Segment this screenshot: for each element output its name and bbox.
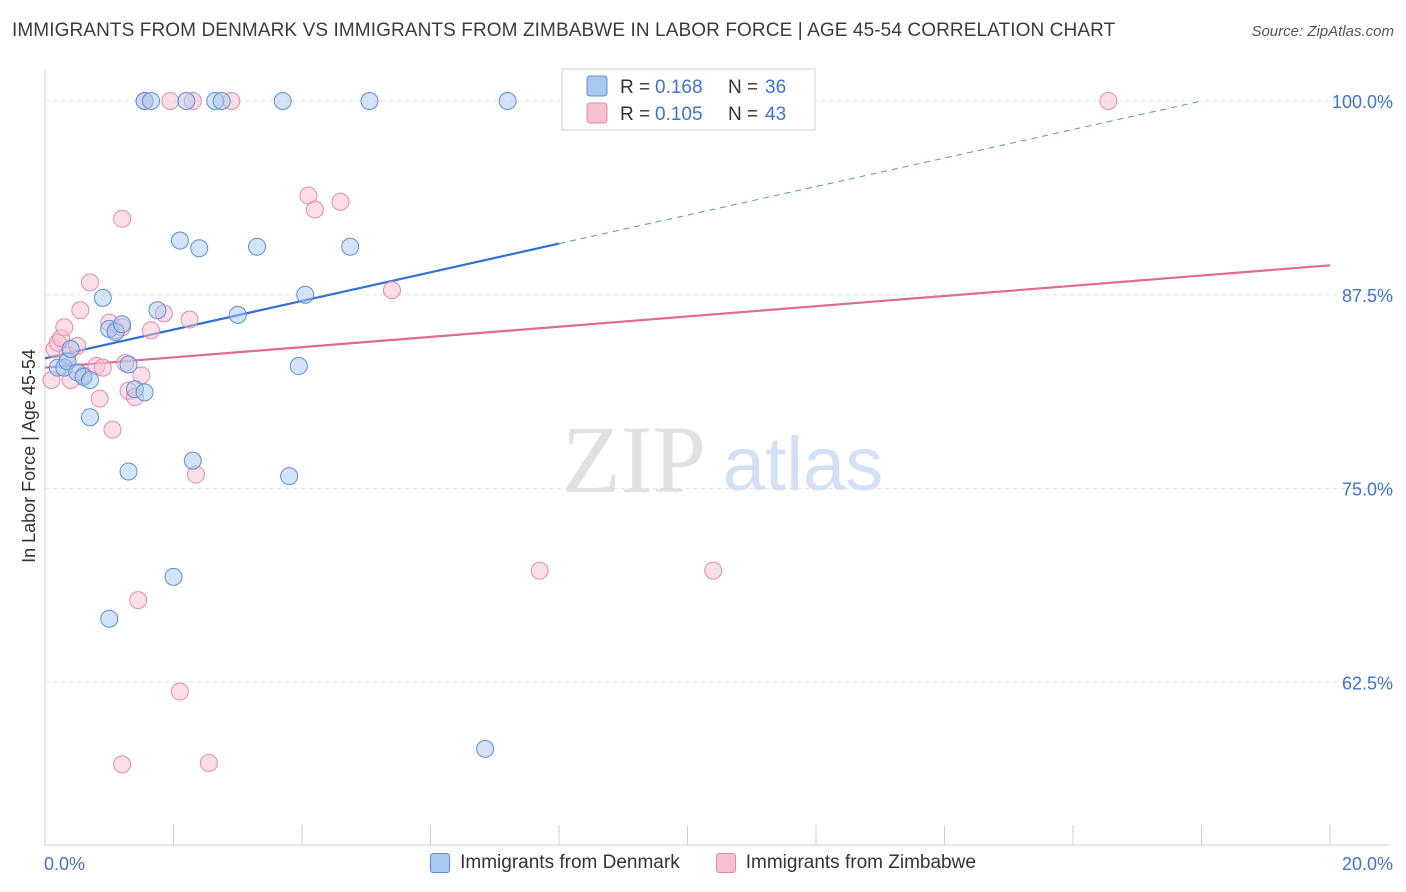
legend-r-label-denmark: R = <box>620 77 650 98</box>
legend-label-zimbabwe: Immigrants from Zimbabwe <box>745 852 976 873</box>
point-zimbabwe-10 <box>80 273 99 292</box>
legend-item-zimbabwe[interactable]: Immigrants from Zimbabwe <box>715 852 976 874</box>
point-denmark-25 <box>296 285 315 304</box>
series-legend: Immigrants from Denmark Immigrants from … <box>0 852 1406 874</box>
point-denmark-15 <box>135 383 154 402</box>
legend-swatch-zimbabwe <box>586 102 608 124</box>
legend-n-value-denmark: 36 <box>765 77 786 98</box>
point-denmark-16 <box>148 301 167 320</box>
y-tick-label-2: 87.5% <box>1342 286 1393 306</box>
legend-swatch-zimbabwe-bottom <box>715 853 736 873</box>
point-zimbabwe-13 <box>93 358 112 377</box>
y-tick-label-1: 75.0% <box>1342 480 1393 500</box>
point-denmark-34 <box>273 92 292 110</box>
point-denmark-33 <box>212 92 231 110</box>
legend-swatch-denmark-bottom <box>430 853 451 873</box>
x-tick-label-min: 0.0% <box>44 854 85 874</box>
y-axis-label: In Labor Force | Age 45-54 <box>19 349 39 563</box>
point-zimbabwe-36 <box>704 561 723 580</box>
trendline-zimbabwe <box>44 264 1331 369</box>
point-denmark-20 <box>190 239 209 258</box>
point-denmark-24 <box>289 357 308 376</box>
point-denmark-11 <box>113 315 132 334</box>
watermark-atlas: atlas <box>723 422 884 507</box>
point-zimbabwe-22 <box>113 209 132 228</box>
legend-label-denmark: Immigrants from Denmark <box>460 852 680 873</box>
point-denmark-17 <box>164 567 183 586</box>
point-denmark-30 <box>142 92 161 110</box>
point-zimbabwe-12 <box>90 389 109 408</box>
legend-n-label-denmark: N = <box>728 77 758 98</box>
point-zimbabwe-29 <box>113 755 132 774</box>
point-denmark-21 <box>228 305 247 324</box>
y-tick-labels: 62.5% 75.0% 87.5% 100.0% <box>1332 92 1393 693</box>
point-denmark-19 <box>183 451 202 470</box>
point-zimbabwe-28 <box>170 682 189 701</box>
point-zimbabwe-34 <box>382 281 401 300</box>
trend-lines <box>44 100 1331 369</box>
legend-n-label-zimbabwe: N = <box>728 104 758 125</box>
source-credit: Source: ZipAtlas.com <box>1251 23 1394 40</box>
point-denmark-27 <box>100 609 119 628</box>
point-zimbabwe-33 <box>331 192 350 211</box>
point-zimbabwe-32 <box>305 200 324 219</box>
point-zimbabwe-23 <box>142 321 161 340</box>
point-denmark-26 <box>341 237 360 256</box>
axes <box>44 70 1390 846</box>
point-denmark-31 <box>177 92 196 110</box>
point-denmark-18 <box>170 231 189 250</box>
point-zimbabwe-4 <box>55 318 74 337</box>
point-denmark-6 <box>80 371 99 389</box>
point-zimbabwe-8 <box>71 301 90 320</box>
point-zimbabwe-15 <box>103 420 122 439</box>
legend-swatch-denmark <box>586 75 608 97</box>
point-denmark-3 <box>61 340 80 358</box>
x-tick-labels: 0.0% 20.0% <box>44 854 1393 874</box>
data-points <box>42 92 1118 774</box>
x-tick-label-max: 20.0% <box>1342 854 1393 874</box>
legend-n-value-zimbabwe: 43 <box>765 104 786 125</box>
watermark: ZIP atlas <box>562 406 883 513</box>
chart-title: IMMIGRANTS FROM DENMARK VS IMMIGRANTS FR… <box>12 20 1116 41</box>
point-denmark-13 <box>119 462 138 481</box>
point-zimbabwe-25 <box>180 310 199 329</box>
watermark-zip: ZIP <box>562 406 706 513</box>
point-denmark-28 <box>476 739 495 758</box>
grid-lines <box>45 100 1390 683</box>
point-denmark-36 <box>498 92 517 110</box>
point-denmark-8 <box>93 288 112 307</box>
point-denmark-23 <box>280 467 299 486</box>
point-denmark-12 <box>119 355 138 374</box>
legend-item-denmark[interactable]: Immigrants from Denmark <box>430 852 680 874</box>
point-denmark-7 <box>80 408 99 427</box>
point-zimbabwe-41 <box>1099 92 1118 110</box>
point-zimbabwe-38 <box>161 92 180 110</box>
y-tick-label-3: 100.0% <box>1332 92 1393 112</box>
legend-r-value-denmark: 0.168 <box>655 77 703 98</box>
point-denmark-35 <box>360 92 379 110</box>
point-denmark-22 <box>248 237 267 256</box>
point-zimbabwe-35 <box>530 561 549 580</box>
y-tick-label-0: 62.5% <box>1342 673 1393 693</box>
point-zimbabwe-27 <box>129 591 148 610</box>
legend-r-value-zimbabwe: 0.105 <box>655 104 703 125</box>
correlation-legend: R = 0.168 N = 36 R = 0.105 N = 43 <box>561 68 816 131</box>
point-zimbabwe-30 <box>199 753 218 772</box>
legend-r-label-zimbabwe: R = <box>620 104 650 125</box>
